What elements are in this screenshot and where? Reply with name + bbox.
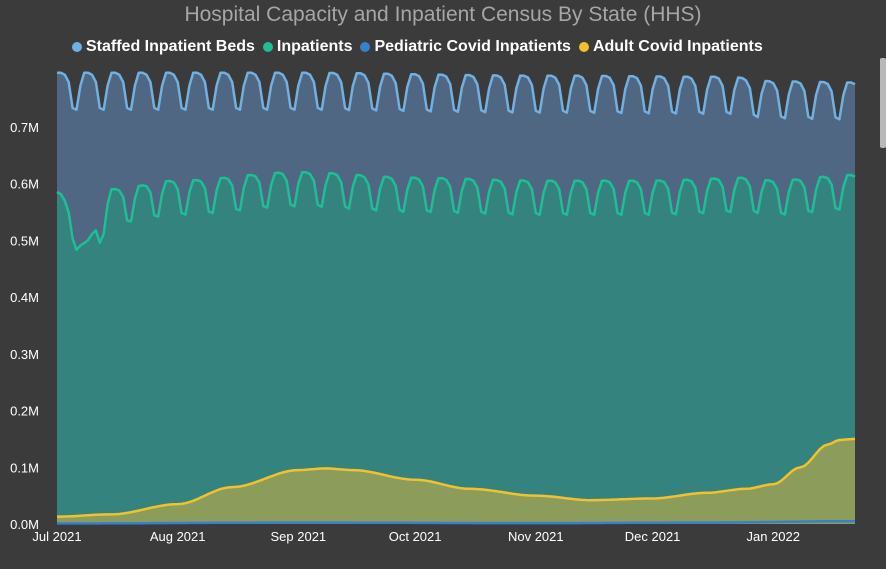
y-tick-label: 0.7M <box>10 120 39 135</box>
chart-title: Hospital Capacity and Inpatient Census B… <box>184 3 702 26</box>
pediatric-covid-inpatients-line[interactable] <box>57 519 855 525</box>
legend-item-inpatients[interactable]: Inpatients <box>262 38 353 56</box>
legend-item-adult-covid[interactable]: Adult Covid Inpatients <box>578 38 763 56</box>
scrollbar-thumb[interactable] <box>880 58 886 148</box>
x-tick-label: Jan 2022 <box>747 529 801 544</box>
legend-label-staffed-beds: Staffed Inpatient Beds <box>86 38 255 55</box>
x-axis: Jul 2021 Aug 2021 Sep 2021 Oct 2021 Nov 2021… <box>32 529 800 544</box>
legend-marker-adult-covid <box>578 42 589 52</box>
series-lines <box>56 71 856 525</box>
series-areas <box>57 72 855 525</box>
x-tick-label: Sep 2021 <box>271 529 327 544</box>
y-tick-label: 0.6M <box>10 177 39 192</box>
staffed-inpatient-beds-line[interactable] <box>57 71 856 121</box>
y-axis: 0.0M 0.1M 0.2M 0.3M 0.4M 0.5M 0.6M 0.7M <box>10 120 39 532</box>
legend-item-pediatric-covid[interactable]: Pediatric Covid Inpatients <box>360 38 571 56</box>
x-tick-label: Dec 2021 <box>625 529 681 544</box>
legend-marker-pediatric-covid <box>360 42 371 52</box>
legend-item-staffed-beds[interactable]: Staffed Inpatient Beds <box>72 38 255 56</box>
legend-label-inpatients: Inpatients <box>276 38 353 55</box>
y-tick-label: 0.5M <box>10 233 39 248</box>
x-tick-label: Nov 2021 <box>508 529 564 544</box>
x-tick-label: Aug 2021 <box>150 529 206 544</box>
y-tick-label: 0.4M <box>10 290 39 305</box>
legend: Staffed Inpatient Beds Inpatients Pediat… <box>72 38 763 56</box>
legend-label-pediatric-covid: Pediatric Covid Inpatients <box>374 38 571 55</box>
x-tick-label: Oct 2021 <box>389 529 442 544</box>
legend-marker-inpatients <box>262 42 273 52</box>
inpatients-line[interactable] <box>56 170 856 252</box>
y-tick-label: 0.0M <box>10 517 39 532</box>
legend-label-adult-covid: Adult Covid Inpatients <box>592 38 763 55</box>
adult-covid-inpatients-area <box>57 438 855 524</box>
adult-covid-inpatients-line[interactable] <box>57 437 856 518</box>
y-tick-label: 0.3M <box>10 347 39 362</box>
y-tick-label: 0.1M <box>10 460 39 475</box>
inpatients-area <box>57 172 855 524</box>
x-tick-label: Jul 2021 <box>32 529 81 544</box>
legend-marker-staffed-beds <box>72 42 82 52</box>
y-tick-label: 0.2M <box>10 404 39 419</box>
